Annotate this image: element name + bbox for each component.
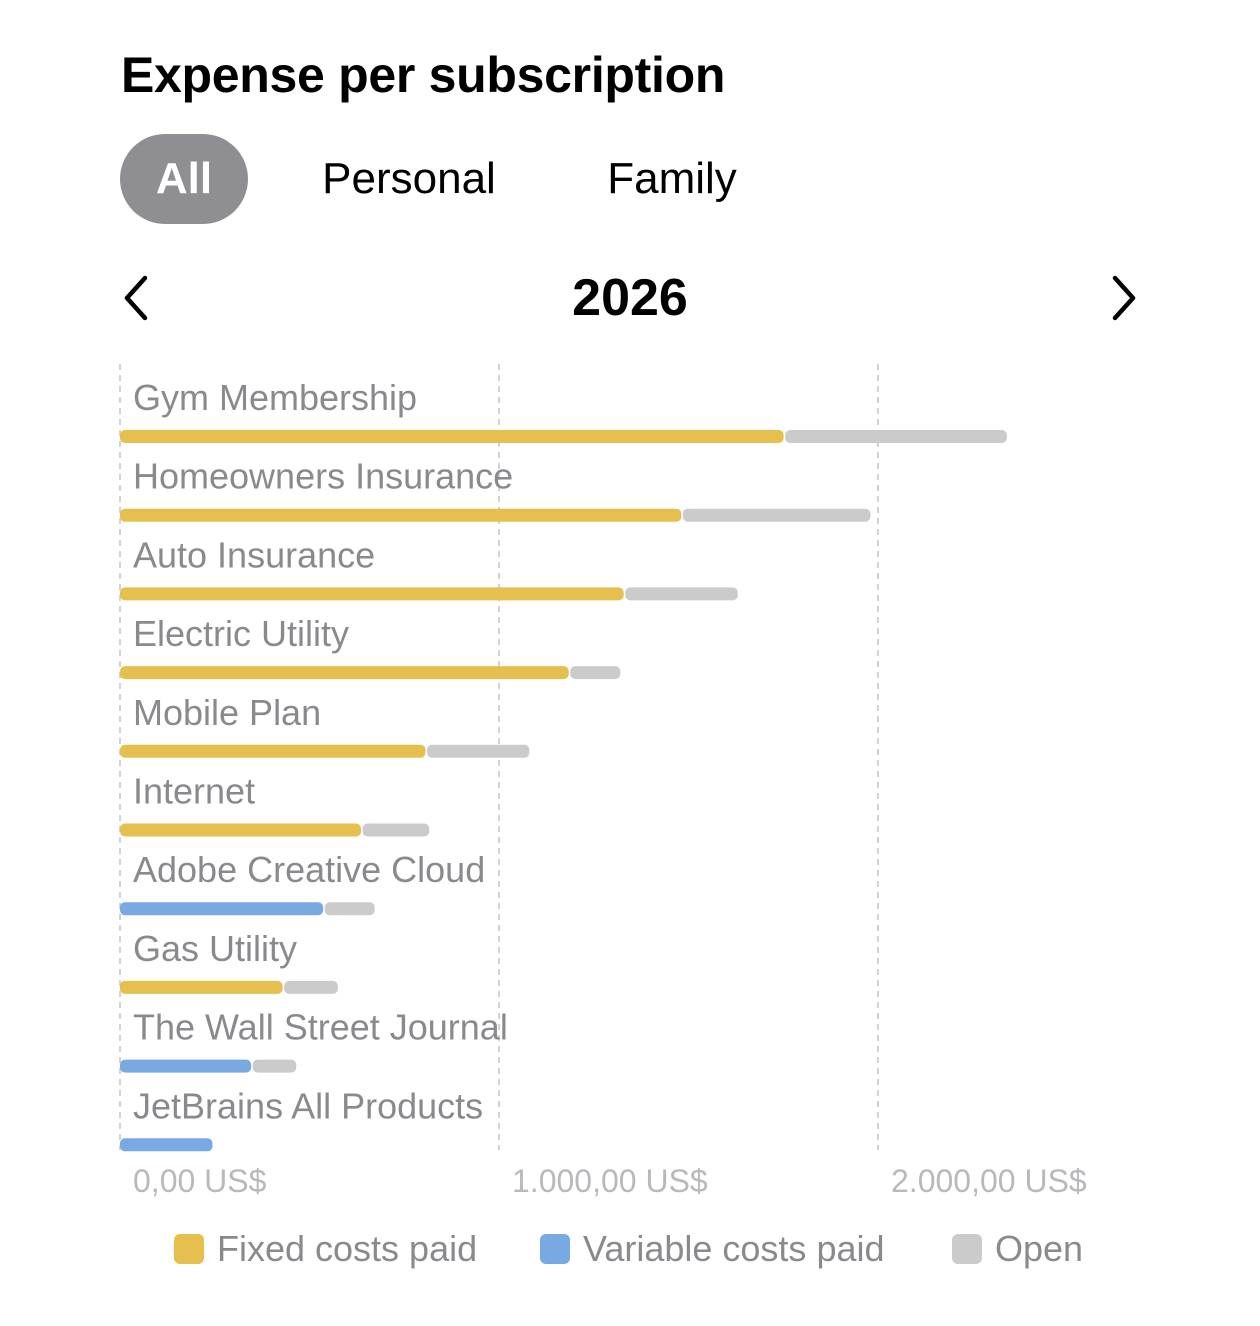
page-title: Expense per subscription <box>121 47 726 103</box>
x-tick-label: 2.000,00 US$ <box>891 1163 1087 1199</box>
year-label: 2026 <box>572 269 688 327</box>
bar-segment-open <box>426 744 530 758</box>
bar-category-label: Adobe Creative Cloud <box>133 849 485 890</box>
x-tick-label: 1.000,00 US$ <box>512 1163 708 1199</box>
bar-segment-variable-costs-paid <box>120 1059 252 1073</box>
bar-category-label: Gas Utility <box>133 928 297 969</box>
bar-segment-open <box>362 823 430 837</box>
legend-label-variable: Variable costs paid <box>583 1228 885 1269</box>
chevron-right-icon <box>1112 275 1136 321</box>
legend-label-open: Open <box>995 1228 1084 1269</box>
legend-item-fixed: Fixed costs paid <box>174 1226 477 1272</box>
legend-item-variable: Variable costs paid <box>540 1226 885 1272</box>
bar-segment-open <box>252 1059 297 1073</box>
previous-year-button[interactable] <box>116 270 156 326</box>
legend-item-open: Open <box>952 1226 1083 1272</box>
bar-segment-fixed-costs-paid <box>120 430 784 443</box>
expense-bar-chart: 0,00 US$ 1.000,00 US$ 2.000,00 US$ Gym Memb… <box>119 364 1087 1199</box>
bar-segment-fixed-costs-paid <box>120 508 682 522</box>
bar-segment-open <box>785 430 1007 443</box>
bar-category-label: Electric Utility <box>133 613 349 654</box>
fixed-costs-swatch <box>174 1234 204 1264</box>
tab-all[interactable]: All <box>120 134 248 224</box>
chevron-left-icon <box>124 275 148 321</box>
variable-costs-swatch <box>540 1234 570 1264</box>
bar-segment-open <box>570 666 621 680</box>
bar-segment-fixed-costs-paid <box>120 587 624 601</box>
bar-category-label: Mobile Plan <box>133 692 321 733</box>
bar-segment-open <box>284 980 338 994</box>
bar-segment-fixed-costs-paid <box>120 823 362 837</box>
bar-segment-open <box>625 587 738 601</box>
bar-segment-variable-costs-paid <box>120 1138 213 1152</box>
legend-label-fixed: Fixed costs paid <box>217 1228 478 1269</box>
tab-family[interactable]: Family <box>607 154 737 203</box>
bar-segment-fixed-costs-paid <box>120 744 426 758</box>
bar-category-label: JetBrains All Products <box>133 1085 483 1126</box>
tab-personal[interactable]: Personal <box>322 154 496 203</box>
bar-segment-open <box>682 508 871 522</box>
bar-segment-fixed-costs-paid <box>120 980 283 994</box>
bar-category-label: Auto Insurance <box>133 534 375 575</box>
bar-segment-variable-costs-paid <box>120 902 324 916</box>
open-swatch <box>952 1234 982 1264</box>
bar-category-label: Gym Membership <box>133 377 417 418</box>
bar-category-label: The Wall Street Journal <box>133 1007 508 1048</box>
bar-category-label: Internet <box>133 771 255 812</box>
x-tick-label: 0,00 US$ <box>133 1163 267 1199</box>
bar-segment-fixed-costs-paid <box>120 666 569 680</box>
next-year-button[interactable] <box>1104 270 1144 326</box>
bar-category-label: Homeowners Insurance <box>133 456 513 497</box>
bar-segment-open <box>324 902 375 916</box>
